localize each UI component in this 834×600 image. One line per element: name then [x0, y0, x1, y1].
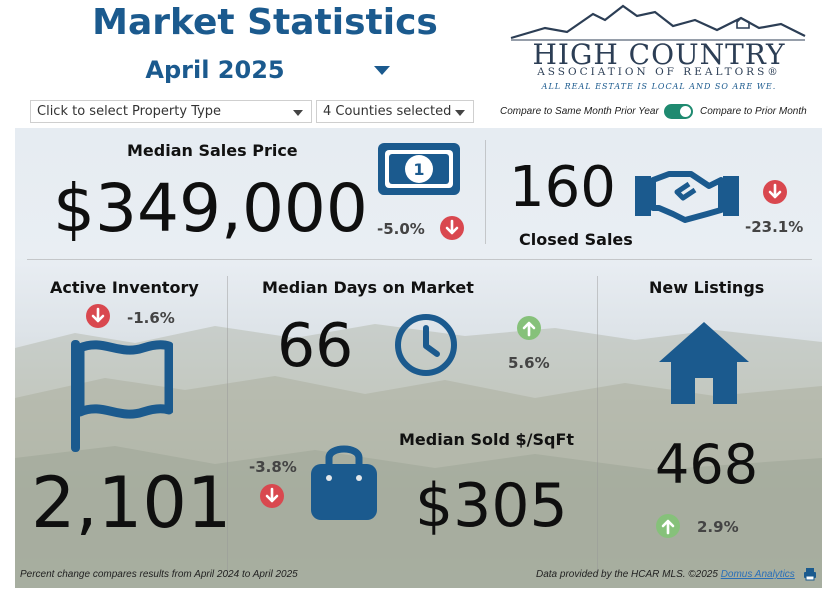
new-listings-value: 468: [655, 433, 759, 496]
closed-sales-label: Closed Sales: [519, 230, 633, 249]
down-arrow-icon: [86, 304, 110, 328]
median-sqft-value: $305: [415, 471, 568, 541]
flag-icon: [71, 340, 173, 452]
closed-sales-value: 160: [509, 155, 616, 220]
new-listings-label: New Listings: [649, 278, 765, 297]
footer-source: Data provided by the HCAR MLS. ©2025 Dom…: [536, 569, 795, 580]
median-sqft-label: Median Sold $/SqFt: [399, 430, 575, 449]
median-days-value: 66: [277, 311, 354, 381]
divider: [597, 276, 598, 576]
svg-text:1: 1: [413, 160, 424, 179]
footer-note: Percent change compares results from Apr…: [20, 569, 298, 580]
logo-tagline: ALL REAL ESTATE IS LOCAL AND SO ARE WE.: [541, 82, 777, 91]
median-sales-price-label: Median Sales Price: [127, 141, 298, 160]
landscape-background: [15, 324, 822, 588]
print-icon[interactable]: [803, 567, 817, 581]
caret-down-icon: [293, 110, 303, 116]
stats-panel: Median Sales Price $349,000 1 -5.0% 160 …: [15, 128, 822, 588]
caret-down-icon[interactable]: [374, 66, 390, 75]
toggle-knob: [680, 106, 691, 117]
property-type-value: Click to select Property Type: [37, 104, 222, 119]
active-inventory-label: Active Inventory: [50, 278, 199, 297]
counties-select[interactable]: 4 Counties selected: [316, 100, 474, 123]
logo-name: HIGH COUNTRY: [532, 38, 786, 71]
compare-year-label: Compare to Same Month Prior Year: [500, 106, 659, 117]
new-listings-change: 2.9%: [697, 518, 739, 536]
median-sales-price-value: $349,000: [53, 170, 368, 247]
median-sales-price-change: -5.0%: [377, 220, 425, 238]
down-arrow-icon: [763, 180, 787, 204]
divider: [27, 259, 812, 260]
high-country-logo: HIGH COUNTRY ASSOCIATION OF REALTORS® AL…: [505, 2, 810, 94]
logo-association: ASSOCIATION OF REALTORS®: [537, 66, 781, 78]
shopping-bag-icon: [311, 445, 377, 520]
month-selector[interactable]: April 2025: [60, 52, 470, 88]
page-title: Market Statistics: [92, 2, 438, 43]
month-label: April 2025: [145, 56, 285, 84]
domus-analytics-link[interactable]: Domus Analytics: [720, 569, 795, 580]
caret-down-icon: [455, 110, 465, 116]
footer-source-text: Data provided by the HCAR MLS. ©2025: [536, 569, 718, 580]
closed-sales-change: -23.1%: [745, 218, 804, 236]
divider: [227, 276, 228, 576]
up-arrow-icon: [656, 514, 680, 538]
median-days-change: 5.6%: [508, 354, 550, 372]
active-inventory-change: -1.6%: [127, 309, 175, 327]
compare-toggle[interactable]: [664, 104, 693, 119]
mountain-logo-icon: [510, 4, 806, 41]
property-type-select[interactable]: Click to select Property Type: [30, 100, 312, 123]
clock-icon: [395, 314, 457, 376]
down-arrow-icon: [440, 216, 464, 240]
up-arrow-icon: [517, 316, 541, 340]
handshake-icon: [635, 171, 739, 223]
median-sqft-change: -3.8%: [249, 458, 297, 476]
median-days-label: Median Days on Market: [262, 278, 474, 297]
down-arrow-icon: [260, 484, 284, 508]
counties-value: 4 Counties selected: [323, 104, 452, 119]
money-icon: 1: [378, 143, 460, 195]
compare-month-label: Compare to Prior Month: [700, 106, 807, 117]
active-inventory-value: 2,101: [31, 462, 232, 544]
home-icon: [659, 322, 749, 404]
divider: [485, 140, 486, 244]
